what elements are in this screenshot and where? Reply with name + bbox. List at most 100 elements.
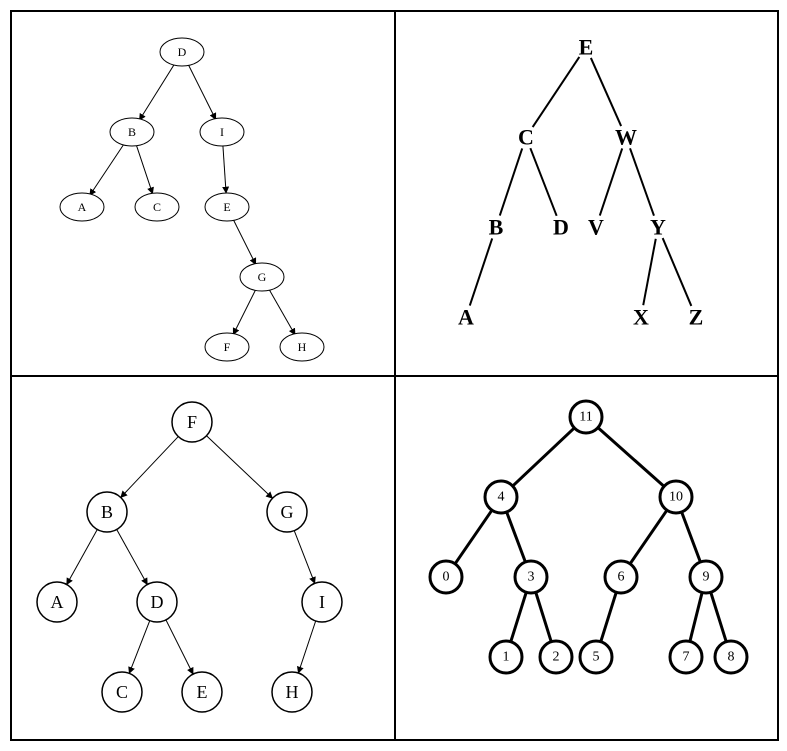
tree-node: C [135,193,179,221]
tree-node-label: E [223,200,230,214]
tree-node: B [488,215,503,240]
tree-node-label: G [281,502,294,522]
tree-node-label: W [615,125,637,150]
tree-node-label: C [116,682,128,702]
tree-node-label: A [51,592,64,612]
tree-edge [689,592,701,641]
tree-edge [294,530,315,583]
tree-edge [600,592,615,641]
tree-node: B [87,492,127,532]
panel-top-left: D B I A C E G F H [11,11,395,376]
tree-node: Y [650,215,666,240]
tree-node: 1 [490,641,522,673]
tree-edge [710,592,725,641]
tree-node: 9 [690,561,722,593]
tree-edge [233,290,255,335]
tree-node-label: D [178,45,187,59]
tree-node-label: B [488,215,503,240]
tree-node: H [280,333,324,361]
tree-node-label: E [578,35,593,60]
tree-diagram-br: 11410036912578 [396,377,779,741]
tree-edge [223,146,226,193]
tree-node: 5 [580,641,612,673]
tree-node: B [110,118,154,146]
tree-node-label: E [197,682,208,702]
tree-node-label: 7 [682,649,689,664]
tree-grid: DBIACEGFH ECWBDVYAXZ FBGADICEH 114100369… [10,10,779,741]
tree-node: A [60,193,104,221]
tree-node: A [37,582,77,622]
tree-node-label: 2 [552,649,559,664]
tree-edge [117,529,148,584]
tree-node: 2 [540,641,572,673]
tree-node-label: H [298,340,307,354]
tree-node-label: B [128,125,136,139]
tree-node: G [267,492,307,532]
tree-node-label: A [458,305,474,330]
tree-node: F [172,402,212,442]
tree-edge [506,511,525,561]
tree-node: I [302,582,342,622]
tree-edge [630,510,667,564]
tree-edge [530,148,556,216]
tree-edge [166,619,193,673]
tree-edge [662,238,691,306]
tree-node: 7 [670,641,702,673]
tree-node-label: 8 [727,649,734,664]
tree-node-label: G [258,270,267,284]
tree-node-label: D [151,592,164,612]
tree-node: E [578,35,593,60]
tree-node: 8 [715,641,747,673]
tree-edge [129,620,150,673]
tree-node: 11 [570,401,602,433]
tree-edge [188,65,215,120]
tree-node-label: 5 [592,649,599,664]
tree-edge [67,529,98,584]
tree-node-label: 3 [527,569,534,584]
tree-node-label: F [224,340,231,354]
tree-node-label: A [78,200,87,214]
tree-node: G [240,263,284,291]
tree-edge [512,427,574,485]
tree-node: D [137,582,177,622]
tree-node-label: 4 [497,489,504,504]
tree-node: E [182,672,222,712]
panel-bottom-right: 11410036912578 [395,376,779,741]
tree-node: 0 [430,561,462,593]
tree-edge [532,57,579,127]
tree-node-label: X [633,305,649,330]
tree-edge [599,148,621,215]
tree-node: Z [688,305,703,330]
tree-node: H [272,672,312,712]
tree-edge [455,510,492,564]
tree-node-label: 1 [502,649,509,664]
tree-edge [630,148,654,215]
tree-node-label: 0 [442,569,449,584]
tree-node: V [588,215,604,240]
tree-node-label: 10 [669,489,683,504]
tree-edge [681,511,700,561]
tree-node: 6 [605,561,637,593]
tree-edge [233,220,255,265]
tree-node: I [200,118,244,146]
tree-node-label: I [220,125,224,139]
tree-node: 10 [660,481,692,513]
tree-edge [510,592,525,641]
tree-edge [269,289,295,335]
tree-edge [597,427,663,486]
tree-node: A [458,305,474,330]
tree-edge [136,145,152,193]
tree-edge [90,144,124,196]
tree-edge [139,64,174,120]
tree-edge [121,436,179,497]
tree-node-label: Y [650,215,666,240]
tree-node-label: 6 [617,569,624,584]
tree-node-label: Z [688,305,703,330]
tree-node-label: 11 [579,409,592,424]
tree-node-label: D [553,215,569,240]
tree-node-label: C [518,125,534,150]
tree-node: D [553,215,569,240]
tree-node: C [102,672,142,712]
tree-node: X [633,305,649,330]
tree-node: D [160,38,204,66]
